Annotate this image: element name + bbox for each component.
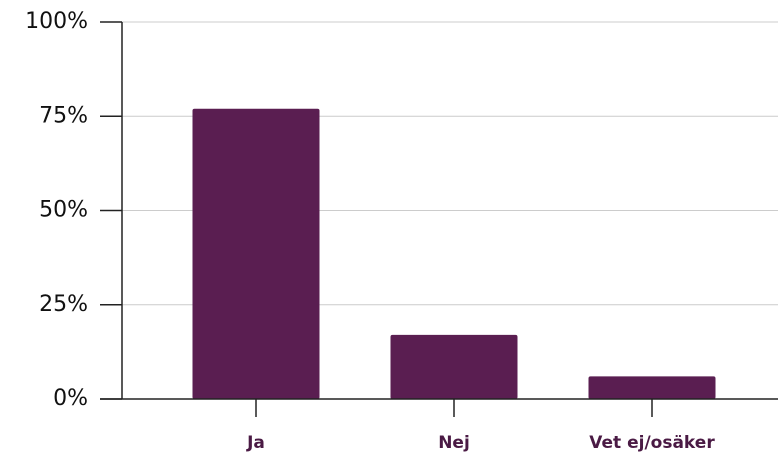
y-tick-label: 100% [25, 9, 88, 34]
bar [390, 334, 518, 399]
y-tick-label: 50% [39, 198, 88, 223]
x-tick-label: Ja [246, 433, 265, 453]
bar [192, 108, 320, 400]
x-tick-label: Nej [438, 433, 470, 453]
y-tick-label: 0% [53, 386, 88, 411]
y-tick-label: 75% [39, 103, 88, 128]
bar [588, 376, 716, 399]
y-tick-label: 25% [39, 292, 88, 317]
x-tick-label: Vet ej/osäker [589, 433, 715, 453]
